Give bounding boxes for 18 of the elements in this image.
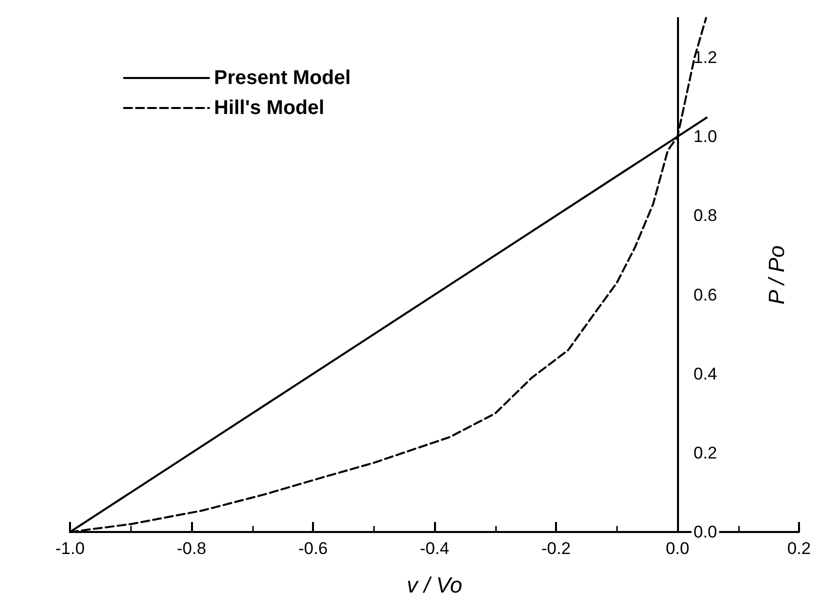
x-tick-label: -0.2 <box>541 539 571 558</box>
x-tick-label: -0.6 <box>298 539 328 558</box>
y-axis-title: P / Po <box>764 245 789 305</box>
y-tick-label: 1.2 <box>694 48 718 68</box>
x-tick-label: 0.0 <box>666 539 690 558</box>
legend-label: Hill's Model <box>214 97 324 119</box>
y-tick-label: 1.0 <box>694 127 718 146</box>
y-tick-label: 0.2 <box>694 443 718 462</box>
legend-label: Present Model <box>214 67 351 89</box>
y-tick-label: 0.8 <box>694 206 718 226</box>
y-tick-label: 0.6 <box>694 285 718 304</box>
y-tick-label: 0.0 <box>694 522 718 542</box>
x-tick-label: 0.2 <box>787 539 811 558</box>
y-tick-label: 0.4 <box>694 364 718 384</box>
x-tick-label: -0.4 <box>420 539 450 558</box>
x-axis-title: v / Vo <box>406 572 462 598</box>
x-tick-label: -0.8 <box>176 539 206 558</box>
x-tick-label: -1.0 <box>55 539 85 558</box>
